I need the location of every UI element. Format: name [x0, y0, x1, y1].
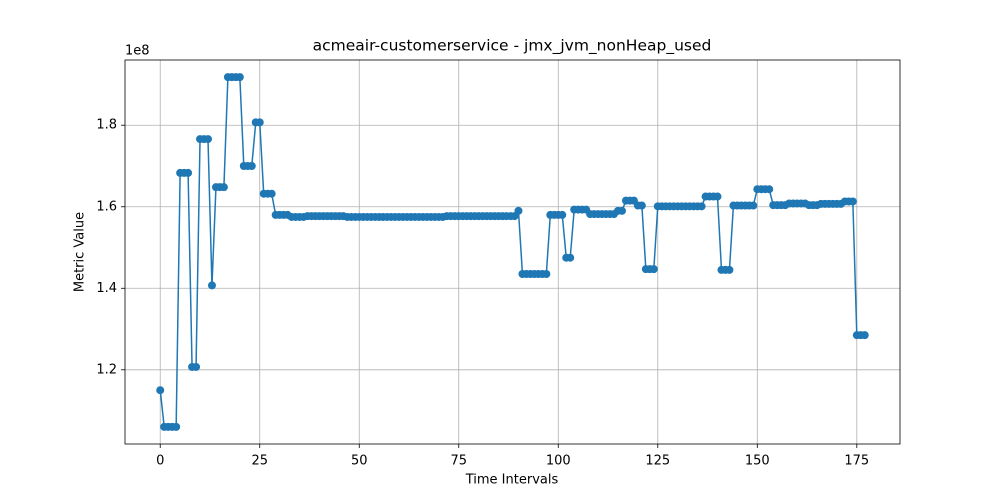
point: [848, 197, 857, 206]
x-tick-label: 125: [645, 454, 670, 469]
point: [697, 202, 706, 211]
x-tick-label: 175: [844, 454, 869, 469]
y-axis-label: Metric Value: [73, 212, 88, 292]
y-tick-label: 1.8: [96, 118, 117, 133]
x-tick-label: 150: [745, 454, 770, 469]
point: [860, 331, 869, 340]
point: [203, 135, 212, 144]
x-tick-label: 25: [251, 454, 268, 469]
x-tick-label: 0: [156, 454, 164, 469]
point: [725, 265, 734, 274]
point: [542, 270, 551, 279]
point: [617, 206, 626, 215]
point: [172, 422, 181, 431]
x-tick-label: 50: [351, 454, 368, 469]
y-offset-text: 1e8: [125, 44, 150, 59]
chart-title: acmeair-customerservice - jmx_jvm_nonHea…: [313, 37, 712, 56]
point: [713, 192, 722, 201]
x-axis-label: Time Intervals: [465, 473, 559, 488]
point: [637, 201, 646, 210]
point: [558, 210, 567, 219]
point: [514, 206, 523, 215]
point: [184, 168, 193, 177]
point: [219, 183, 228, 192]
point: [235, 73, 244, 82]
x-tick-label: 75: [450, 454, 467, 469]
point: [247, 161, 256, 170]
point: [156, 386, 165, 395]
y-tick-label: 1.4: [96, 281, 117, 296]
point: [267, 189, 276, 198]
x-tick-label: 100: [546, 454, 571, 469]
point: [765, 185, 774, 194]
plot-frame: [124, 59, 901, 445]
point: [649, 265, 658, 274]
y-tick-label: 1.6: [96, 199, 117, 214]
point: [192, 362, 201, 371]
y-tick-label: 1.2: [96, 362, 117, 377]
point: [566, 253, 575, 262]
point: [749, 201, 758, 210]
point: [207, 281, 216, 290]
point: [255, 118, 264, 127]
